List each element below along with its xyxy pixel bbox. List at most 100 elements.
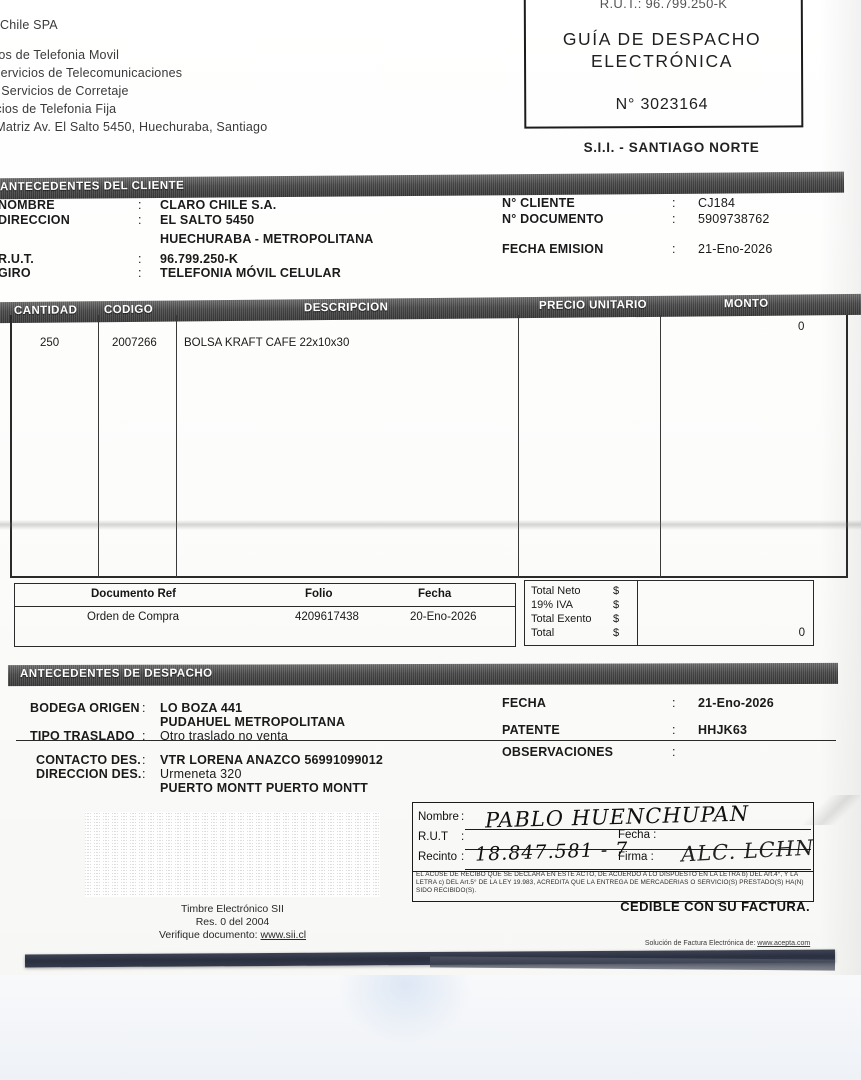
items-column-divider-4 <box>660 315 662 577</box>
total-label-neto: Total Neto <box>531 585 581 597</box>
field-value-rut: 96.799.250-K <box>160 252 239 266</box>
field-value-comuna-region: HUECHURABA - METROPOLITANA <box>160 232 374 246</box>
reference-document-table: Documento Ref Folio Fecha Orden de Compr… <box>14 583 516 647</box>
field-value-n-cliente: CJ184 <box>698 196 736 210</box>
total-label-exento: Total Exento <box>531 613 592 625</box>
acuse-de-recibo-box: Nombre : R.U.T : Recinto : Fecha : Firma… <box>412 801 816 902</box>
ref-column-header-fecha: Fecha <box>418 588 452 600</box>
timbre-verify-prefix: Verifique documento: <box>158 929 261 941</box>
acuse-label-firma: Firma : <box>618 851 654 863</box>
items-table-left-border <box>10 315 12 577</box>
items-table-bottom-border <box>10 576 848 578</box>
acuse-line-nombre <box>465 829 811 831</box>
items-table-body: 250 2007266 BOLSA KRAFT CAFE 22x10x30 <box>10 315 848 578</box>
field-value-n-documento: 5909738762 <box>698 212 770 226</box>
colon-contacto-des: : <box>142 753 146 767</box>
total-label-total: Total <box>531 627 555 639</box>
field-value-bodega-origen: LO BOZA 441 <box>160 701 243 715</box>
field-value-bodega-comuna: PUDAHUEL METROPOLITANA <box>160 715 346 729</box>
acuse-label-nombre: Nombre <box>418 811 459 823</box>
total-currency-total: $ <box>613 627 620 639</box>
field-value-contacto-des: VTR LORENA ANAZCO 56991099012 <box>160 753 384 767</box>
items-header-monto-value: 0 <box>798 321 805 333</box>
acuse-label-rut: R.U.T <box>418 831 449 843</box>
column-header-precio-unitario: PRECIO UNITARIO <box>538 298 648 312</box>
scanner-bed-blue-tint <box>330 975 480 1080</box>
field-label-contacto-des: CONTACTO DES. <box>36 753 141 767</box>
issuer-line-3: os Servicios de Corretaje <box>0 84 129 98</box>
total-currency-exento: $ <box>613 613 620 625</box>
colon-fecha-despacho: : <box>672 696 676 710</box>
field-value-tipo-traslado: Otro traslado no venta <box>160 729 289 743</box>
field-label-n-documento: N° DOCUMENTO <box>502 212 604 226</box>
document-title: GUÍA DE DESPACHO ELECTRÓNICA <box>534 28 790 72</box>
field-value-patente: HHJK63 <box>698 723 748 737</box>
field-label-direccion-des: DIRECCION DES. <box>36 767 142 781</box>
field-value-fecha-despacho: 21-Eno-2026 <box>698 696 774 710</box>
field-value-direccion: EL SALTO 5450 <box>160 213 255 227</box>
reference-header-divider <box>15 606 515 608</box>
total-currency-iva: $ <box>613 599 620 611</box>
timbre-caption: Timbre Electrónico SII Res. 0 del 2004 V… <box>85 903 380 942</box>
acuse-colon-recinto: : <box>461 851 465 863</box>
client-section-label: ANTECEDENTES DEL CLIENTE <box>0 179 185 194</box>
cedible-note: CEDIBLE CON SU FACTURA. <box>620 899 810 914</box>
colon-rut: : <box>138 252 142 266</box>
colon-direccion: : <box>138 213 142 227</box>
acuse-colon-rut: : <box>461 831 465 843</box>
dispatch-section-label: ANTECEDENTES DE DESPACHO <box>19 667 213 681</box>
sii-office-label: S.I.I. - SANTIAGO NORTE <box>583 140 760 155</box>
dispatch-section-header-bar: ANTECEDENTES DE DESPACHO <box>7 662 839 687</box>
items-table-right-border <box>846 315 848 577</box>
document-title-line1: GUÍA DE DESPACHO <box>562 29 762 49</box>
items-column-divider-3 <box>518 315 520 577</box>
acuse-label-fecha: Fecha : <box>618 829 657 841</box>
sii-url-link[interactable]: www.sii.cl <box>260 929 307 941</box>
timbre-caption-line3: Verifique documento: www.sii.cl <box>85 929 380 942</box>
total-currency-neto: $ <box>613 585 620 597</box>
timbre-electronico-barcode <box>85 812 380 897</box>
colon-direccion-des: : <box>142 767 146 781</box>
field-label-nombre: NOMBRE <box>0 198 55 212</box>
item-descripcion: BOLSA KRAFT CAFE 22x10x30 <box>184 337 350 349</box>
handwritten-nombre: PABLO HUENCHUPAN <box>484 801 750 833</box>
colon-n-cliente: : <box>672 196 676 210</box>
issuer-line-0: Chile SPA <box>0 18 58 32</box>
colon-patente: : <box>672 723 676 737</box>
column-header-monto: MONTO <box>723 297 769 311</box>
field-label-bodega-origen: BODEGA ORIGEN <box>30 701 140 715</box>
handwritten-firma: ALC. LCHN <box>680 835 816 867</box>
colon-observaciones: : <box>672 745 676 759</box>
field-value-fecha-emision: 21-Eno-2026 <box>698 242 773 256</box>
colon-bodega-origen: : <box>142 701 146 715</box>
colon-fecha-emision: : <box>672 242 676 256</box>
issuer-line-1: icios de Telefonia Movil <box>0 48 120 62</box>
document-folio-number: N° 3023164 <box>615 96 709 113</box>
ref-value-documento: Orden de Compra <box>87 611 180 623</box>
issuer-line-4: vicios de Telefonia Fija <box>0 102 117 116</box>
provider-footer-prefix: Solución de Factura Electrónica de: <box>644 940 758 947</box>
issuer-line-2: s Servicios de Telecomunicaciones <box>0 66 183 80</box>
items-column-divider-1 <box>98 315 100 577</box>
field-label-patente: PATENTE <box>502 723 560 737</box>
field-value-giro: TELEFONIA MÓVIL CELULAR <box>160 266 341 280</box>
handwritten-rut: 18.847.581 - 7 <box>474 838 629 866</box>
field-label-fecha-emision: FECHA EMISION <box>502 242 604 256</box>
scanner-dark-edge-band-secondary <box>429 956 836 971</box>
field-value-direccion-des: Urmeneta 320 <box>160 767 242 781</box>
field-label-observaciones: OBSERVACIONES <box>502 745 614 759</box>
colon-tipo-traslado: : <box>142 729 146 743</box>
field-label-giro: GIRO <box>0 266 31 280</box>
issuer-line-5: sa Matriz Av. El Salto 5450, Huechuraba,… <box>0 120 268 134</box>
colon-n-documento: : <box>672 212 676 226</box>
acuse-line-rut <box>465 849 811 851</box>
field-label-rut: R.U.T. <box>0 252 34 266</box>
provider-url-link[interactable]: www.acepta.com <box>757 940 811 947</box>
document-title-line2: ELECTRÓNICA <box>590 51 734 71</box>
acuse-label-recinto: Recinto <box>418 851 457 863</box>
provider-footer: Solución de Factura Electrónica de: www.… <box>600 940 855 947</box>
ref-column-header-documento: Documento Ref <box>91 588 176 600</box>
total-value-total: 0 <box>798 627 805 639</box>
totals-divider <box>637 581 639 645</box>
